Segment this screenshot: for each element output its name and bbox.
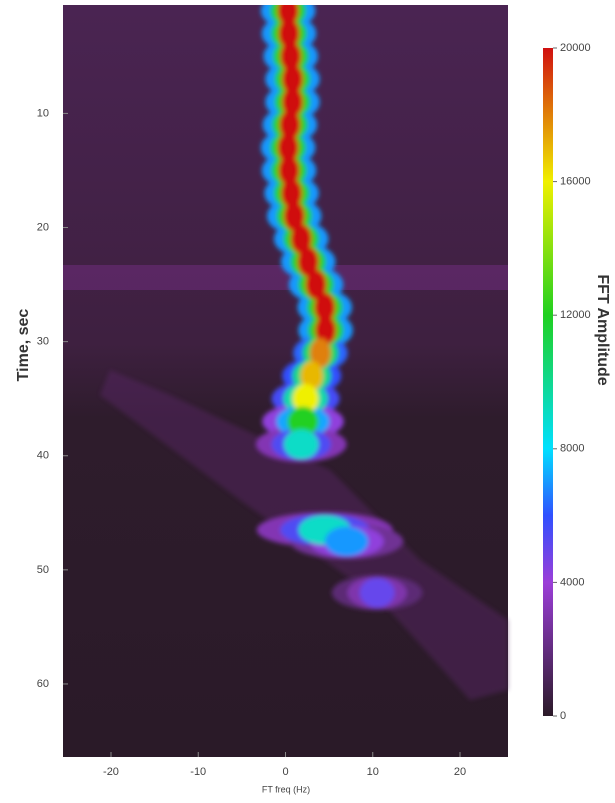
cell: [287, 406, 319, 437]
cell: [282, 64, 303, 95]
x-label: FT freq (Hz): [262, 784, 310, 794]
x-tick-label: -10: [190, 766, 206, 778]
cell: [279, 109, 301, 140]
y-tick-label: 30: [37, 336, 49, 348]
cell: [297, 246, 319, 277]
y-tick-label: 50: [37, 564, 49, 576]
colorbar-tick-label: 4000: [560, 576, 584, 588]
x-tick-label: 10: [367, 766, 379, 778]
y-tick-label: 60: [37, 678, 49, 690]
cell: [278, 155, 300, 186]
y-tick-label: 40: [37, 450, 49, 462]
x-tick-label: -20: [103, 766, 119, 778]
cell: [281, 178, 303, 209]
x-tick-label: 0: [282, 766, 288, 778]
colorbar-tick-label: 12000: [560, 309, 591, 321]
cell: [300, 361, 324, 391]
colorbar-label: FFT Amplitude: [594, 274, 611, 385]
cell: [292, 383, 319, 414]
y-label: Time, sec: [15, 309, 32, 382]
cell: [305, 269, 327, 300]
cell: [283, 429, 319, 460]
cell: [278, 18, 300, 49]
cell: [324, 526, 369, 557]
cell: [314, 292, 336, 323]
cell: [309, 338, 331, 368]
x-tick-label: 20: [454, 766, 466, 778]
colorbar-tick-label: 8000: [560, 443, 584, 455]
colorbar-tick-label: 0: [560, 710, 566, 722]
cell: [290, 224, 312, 254]
cell: [282, 87, 303, 117]
colorbar: [543, 48, 553, 716]
cell: [277, 132, 299, 163]
y-tick-label: 20: [37, 221, 49, 233]
y-tick-label: 10: [37, 107, 49, 119]
colorbar-tick-label: 20000: [560, 42, 591, 54]
cell: [280, 41, 302, 72]
cell: [359, 577, 395, 608]
cell: [283, 201, 305, 231]
cell: [315, 315, 337, 346]
heatmap: [255, 5, 423, 611]
colorbar-tick-label: 16000: [560, 176, 591, 188]
